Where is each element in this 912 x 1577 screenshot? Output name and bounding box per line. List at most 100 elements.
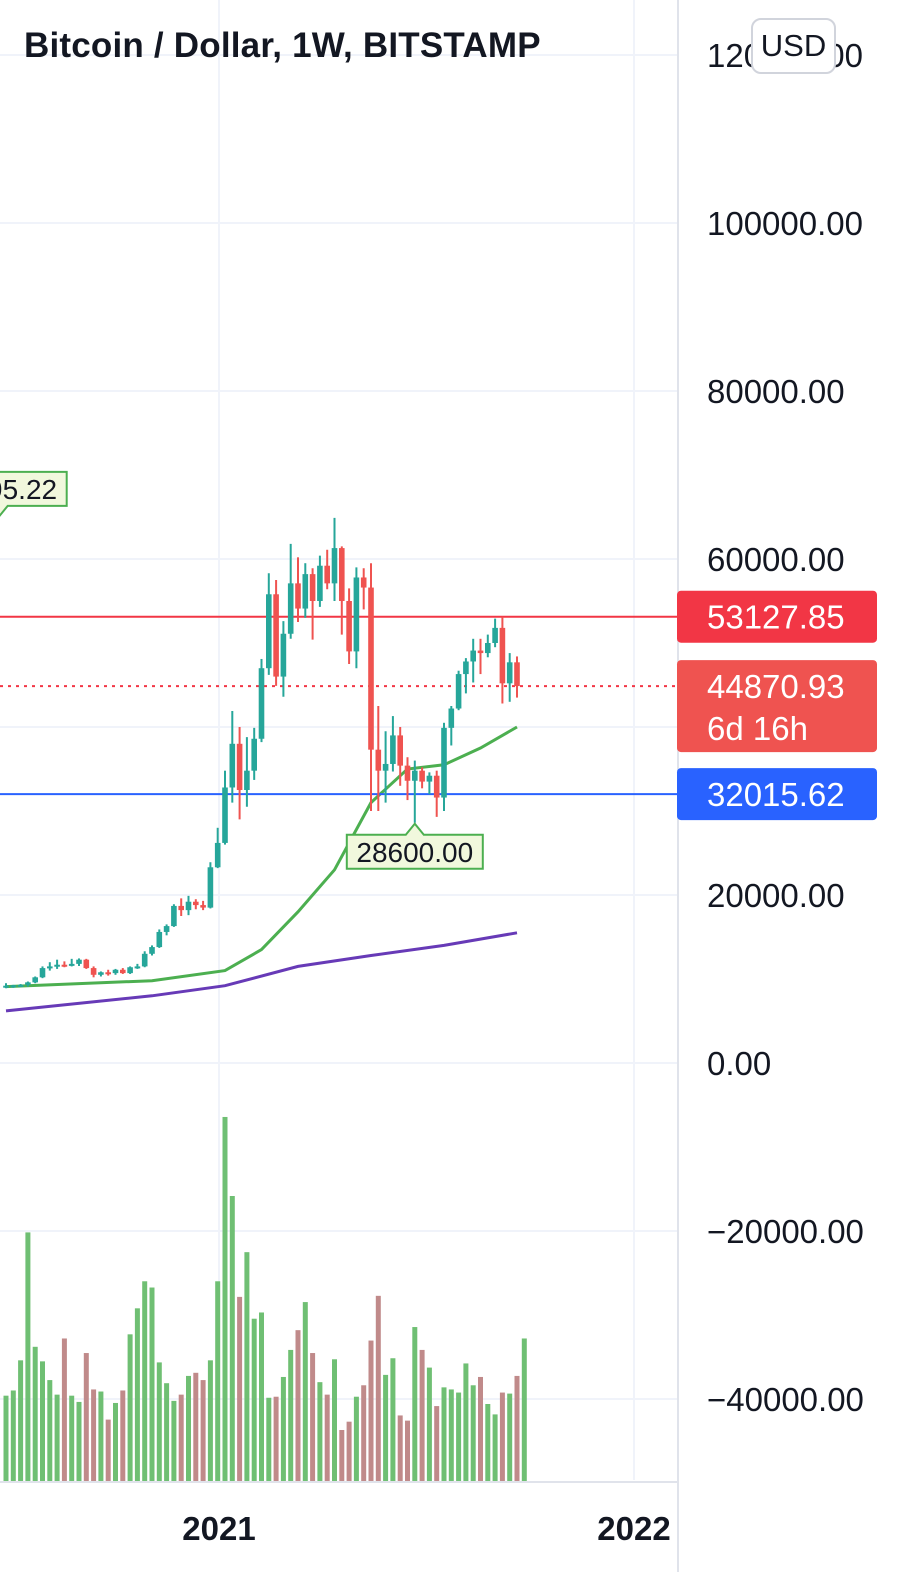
candle-body: [112, 969, 119, 974]
candle: [98, 971, 104, 977]
candle-body: [463, 661, 469, 675]
candle-body: [287, 583, 294, 634]
volume-bar: [324, 1394, 330, 1482]
candle-body: [419, 770, 425, 782]
candle-body: [3, 985, 9, 988]
volume-bar: [448, 1389, 454, 1482]
volume-bar: [288, 1349, 294, 1482]
candle-body: [90, 968, 97, 975]
candle: [222, 770, 228, 845]
volume-bar: [499, 1392, 505, 1482]
candle-body: [499, 627, 506, 684]
candle-body: [200, 905, 206, 908]
candle: [309, 568, 316, 640]
candle-body: [83, 959, 90, 969]
candle: [302, 563, 309, 618]
volume-bar: [237, 1296, 243, 1482]
price-tick-label: 80000.00: [707, 373, 845, 410]
candle-body: [280, 633, 287, 677]
candle-body: [207, 867, 214, 908]
volume-bar: [32, 1346, 38, 1482]
volume-bar: [485, 1404, 491, 1482]
volume-bar: [61, 1338, 67, 1482]
volume-bar: [25, 1232, 31, 1482]
candle: [141, 951, 148, 968]
candle: [68, 958, 75, 967]
candle: [331, 517, 338, 601]
candle: [229, 711, 236, 803]
support-price-badge-bg: [677, 768, 877, 821]
candle-body: [76, 959, 82, 964]
volume-bar: [98, 1391, 104, 1482]
candle-body: [441, 727, 447, 798]
candle-body: [506, 662, 513, 684]
candle-body: [492, 627, 498, 643]
low-annotation-box: [345, 822, 484, 870]
candle-body: [346, 601, 352, 652]
time-axis: 2021 2022: [0, 1481, 678, 1547]
candle: [39, 966, 46, 979]
volume-bar: [259, 1312, 264, 1482]
candle-body: [185, 901, 192, 911]
candle: [185, 895, 192, 916]
current-price-badge-text: 44870.93: [707, 668, 845, 705]
volume-bars: [3, 1116, 527, 1482]
candle: [120, 968, 126, 974]
candle-body: [309, 574, 316, 601]
candle-body: [339, 548, 345, 601]
candle-body: [10, 985, 17, 988]
candle: [149, 945, 155, 956]
volume-bar: [456, 1392, 462, 1482]
candle-body: [54, 964, 60, 967]
grid: [0, 0, 678, 1480]
candle-body: [273, 594, 279, 677]
volume-bar: [186, 1375, 191, 1482]
candle: [32, 976, 38, 984]
volume-bar: [521, 1338, 527, 1482]
candle-body: [324, 565, 330, 584]
volume-bar: [346, 1421, 352, 1482]
candle: [295, 557, 301, 622]
candle-body: [295, 583, 301, 609]
resistance-price-badge: 53127.85: [677, 590, 877, 643]
candle-body: [214, 842, 221, 868]
volume-bar: [3, 1395, 9, 1482]
volume-bar: [18, 1360, 24, 1482]
candle: [463, 658, 469, 694]
volume-bar: [105, 1419, 111, 1482]
volume-bar: [434, 1406, 440, 1482]
candle-body: [171, 905, 177, 927]
candle: [382, 731, 389, 803]
candle-body: [455, 674, 462, 709]
time-tick-label: 2022: [597, 1510, 670, 1547]
currency-button[interactable]: USD: [751, 18, 836, 74]
volume-bar: [507, 1393, 513, 1482]
moving-average-slow: [5, 931, 518, 1013]
candle: [163, 924, 170, 936]
high-annotation-box: [0, 470, 68, 517]
candle: [441, 722, 447, 811]
candle-body: [382, 763, 389, 771]
candle-body: [32, 977, 38, 983]
volume-bar: [339, 1430, 345, 1482]
price-tick-label: −20000.00: [707, 1213, 864, 1250]
volume-bar: [207, 1360, 213, 1482]
volume-bar: [514, 1375, 520, 1482]
candle: [404, 757, 411, 801]
volume-bar: [171, 1400, 177, 1482]
candle-body: [134, 966, 141, 969]
candle-body: [61, 964, 68, 967]
volume-bar: [492, 1414, 498, 1482]
candle: [477, 638, 484, 675]
price-tick-label: −40000.00: [707, 1381, 864, 1418]
candle-body: [390, 735, 396, 764]
candle-body: [368, 587, 374, 750]
high-annotation: 64895.22: [0, 470, 68, 517]
price-tick-label: 0.00: [707, 1045, 771, 1082]
volume-bar: [134, 1308, 140, 1482]
volume-bar: [280, 1376, 286, 1482]
volume-bar: [40, 1361, 45, 1482]
candle: [360, 568, 367, 610]
